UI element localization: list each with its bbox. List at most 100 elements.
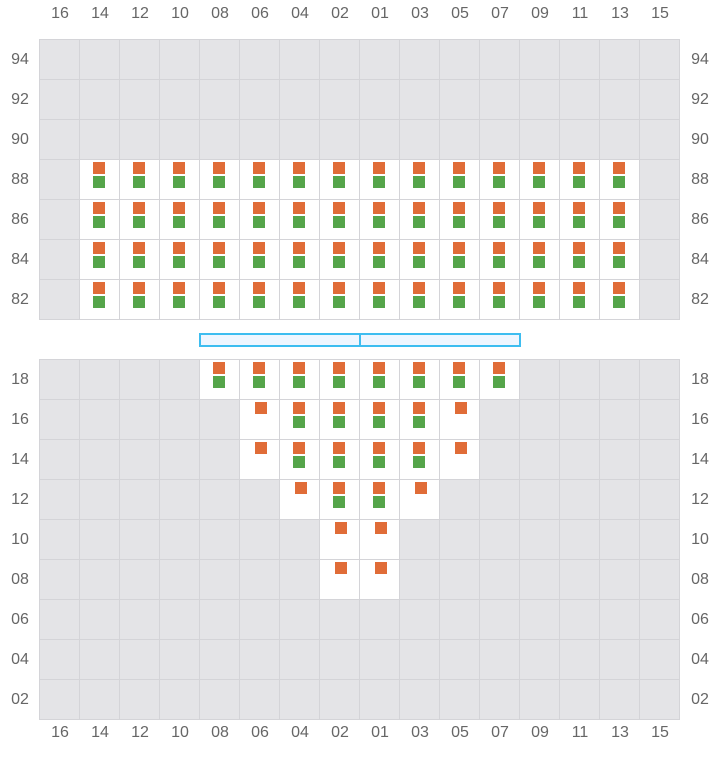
orange-marker [493, 202, 505, 214]
orange-marker [133, 202, 145, 214]
seat-cell [39, 599, 80, 640]
green-marker [373, 456, 385, 468]
bottom-column-label: 04 [291, 724, 309, 741]
bottom-column-label: 02 [331, 724, 349, 741]
green-marker [613, 256, 625, 268]
green-marker [493, 376, 505, 388]
seat-cell [599, 359, 640, 400]
green-marker [573, 296, 585, 308]
left-row-label: 10 [11, 531, 29, 548]
left-row-label: 04 [11, 651, 29, 668]
seat-cell [159, 559, 200, 600]
seat-cell [159, 439, 200, 480]
green-marker [93, 216, 105, 228]
seat-cell [639, 399, 680, 440]
right-row-label: 84 [691, 251, 709, 268]
orange-marker [253, 202, 265, 214]
right-row-label: 90 [691, 131, 709, 148]
top-column-label: 05 [451, 5, 469, 22]
seat-cell [159, 119, 200, 160]
seat-cell [119, 439, 160, 480]
green-marker [413, 376, 425, 388]
green-marker [373, 496, 385, 508]
seat-cell [279, 119, 320, 160]
orange-marker [413, 162, 425, 174]
seat-cell [439, 559, 480, 600]
seat-cell [39, 39, 80, 80]
seat-cell [479, 39, 520, 80]
right-row-label: 82 [691, 291, 709, 308]
seat-cell [439, 39, 480, 80]
bottom-column-label: 14 [91, 724, 109, 741]
orange-marker [613, 202, 625, 214]
orange-marker [453, 162, 465, 174]
seat-cell [79, 399, 120, 440]
seat-cell [559, 559, 600, 600]
green-marker [213, 216, 225, 228]
seat-cell [79, 639, 120, 680]
right-row-label: 10 [691, 531, 709, 548]
orange-marker [253, 362, 265, 374]
orange-marker [335, 522, 347, 534]
seat-cell [399, 599, 440, 640]
seat-cell [239, 479, 280, 520]
green-marker [613, 216, 625, 228]
bottom-column-label: 11 [571, 724, 589, 741]
left-row-label: 94 [11, 51, 29, 68]
left-row-label: 14 [11, 451, 29, 468]
right-row-label: 06 [691, 611, 709, 628]
seat-cell [599, 679, 640, 720]
seat-cell [239, 39, 280, 80]
seat-cell [319, 119, 360, 160]
green-marker [573, 176, 585, 188]
top-column-label: 14 [91, 5, 109, 22]
green-marker [413, 216, 425, 228]
seat-cell [479, 559, 520, 600]
seat-cell [399, 519, 440, 560]
orange-marker [613, 162, 625, 174]
seat-cell [559, 479, 600, 520]
seat-cell [559, 79, 600, 120]
seat-cell [519, 519, 560, 560]
seat-cell [119, 79, 160, 120]
orange-marker [493, 362, 505, 374]
seat-cell [519, 599, 560, 640]
seat-cell [239, 519, 280, 560]
seat-cell [399, 679, 440, 720]
seat-cell [39, 279, 80, 320]
green-marker [373, 176, 385, 188]
green-marker [213, 176, 225, 188]
seat-cell [639, 559, 680, 600]
seat-cell [79, 599, 120, 640]
bottom-column-label: 15 [651, 724, 669, 741]
green-marker [573, 256, 585, 268]
top-column-label: 03 [411, 5, 429, 22]
orange-marker [133, 162, 145, 174]
seat-cell [119, 639, 160, 680]
seat-cell [639, 359, 680, 400]
seat-cell [479, 679, 520, 720]
seat-cell [519, 639, 560, 680]
seat-cell [639, 639, 680, 680]
seat-cell [319, 599, 360, 640]
seat-cell [79, 39, 120, 80]
seat-cell [399, 559, 440, 600]
bottom-column-label: 12 [131, 724, 149, 741]
orange-marker [533, 202, 545, 214]
seat-cell [199, 119, 240, 160]
orange-marker [573, 282, 585, 294]
seat-cell [119, 599, 160, 640]
orange-marker [493, 282, 505, 294]
seat-cell [199, 479, 240, 520]
top-column-label: 02 [331, 5, 349, 22]
seat-cell [639, 439, 680, 480]
seat-cell [479, 119, 520, 160]
seat-cell [39, 239, 80, 280]
orange-marker [333, 162, 345, 174]
aisle-left [199, 333, 361, 347]
left-row-label: 88 [11, 171, 29, 188]
seat-cell [239, 639, 280, 680]
top-column-label: 04 [291, 5, 309, 22]
seat-cell [599, 639, 640, 680]
bottom-column-label: 01 [371, 724, 389, 741]
